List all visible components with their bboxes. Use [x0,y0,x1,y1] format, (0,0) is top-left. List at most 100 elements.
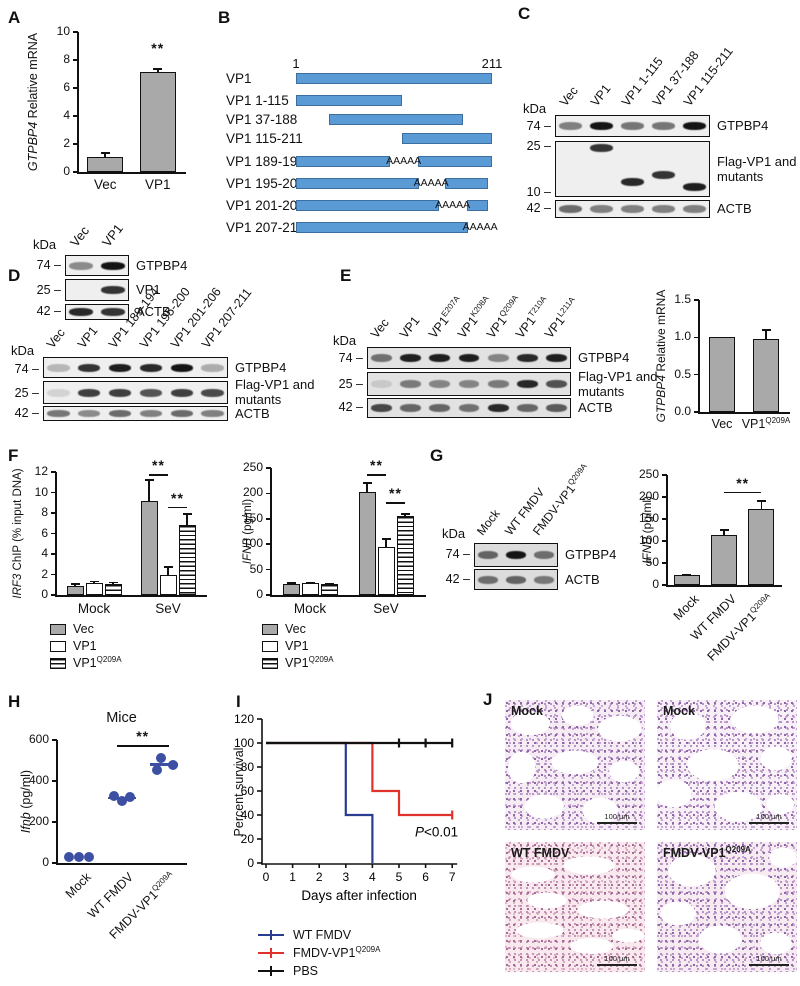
protein-band [487,404,509,412]
y-tick-label: 6 [63,80,70,94]
error-bar-cap [682,573,692,576]
y-tick-label: 1.0 [674,329,691,344]
construct-label: VP1 115-211 [226,131,303,146]
significance-line [168,506,187,509]
legend-item-0: Vec [50,622,94,636]
error-bar [765,329,767,339]
lane-label: VP1 [98,221,126,250]
mw-marker: 42 – [445,571,470,586]
y-tick [693,411,699,413]
protein-band [621,122,644,130]
protein-band [652,170,675,179]
panel-A-western-blot: kDa Vec VP1 74 – GTPBP4 25 – VP1 42 – ACTB [25,215,205,330]
bar-0-0 [282,583,300,595]
legend-label: VP1 [285,639,309,653]
protein-band [458,354,480,362]
alanine-substitution-label: AAAAA [386,155,422,167]
scale-bar: 100 μm [597,954,637,966]
lane-label: Vec [44,325,69,351]
bar-0 [673,575,700,585]
survival-svg-host: 0 20 40 60 80 100 120 0 1 2 3 4 5 6 7 Days after infect… [228,690,496,915]
bar-1-1 [159,574,177,595]
y-tick [661,518,667,520]
histology-image-fmdv-vp1-q209a: FMDV-VP1Q209A 100 μm [657,842,797,972]
y-tick [51,821,57,823]
y-tick [50,594,56,596]
legend-swatch [258,930,284,940]
protein-band [139,388,162,397]
panel-letter-G: G [430,446,444,465]
blot-target-label: Flag-VP1 and [717,153,797,169]
legend-item-2: VP1Q209A [50,655,122,670]
protein-band [201,410,224,417]
construct-label: VP1 37-188 [226,112,298,127]
y-axis-label: IRF3 ChIP (% input DNA) [12,468,24,599]
bar-0-2 [320,584,338,595]
panel-letter-H: H [8,692,21,711]
data-point [124,792,135,803]
protein-band [400,404,422,412]
group-label: Mock [77,601,111,616]
significance-stars: ** [136,728,150,745]
construct-label: VP1 201-206 [226,198,305,213]
svg-text:5: 5 [396,870,403,884]
error-bar [186,514,188,526]
protein-band [371,354,393,362]
alveoli [657,700,797,830]
y-tick-label: 12 [34,464,48,478]
lane-label: Vec [367,315,392,341]
data-point [74,852,85,863]
y-tick [50,573,56,576]
blot-row-1 [65,279,129,301]
protein-band [429,380,451,388]
panel-letter-I: I [236,692,241,711]
x-tick-label: Mock [63,870,95,902]
protein-band [170,410,193,417]
y-tick [265,543,271,545]
x-axis [55,595,208,597]
mw-marker: 10 – [526,185,551,200]
y-tick [72,31,78,33]
y-axis [270,468,272,597]
construct-bar [296,222,469,233]
protein-band [47,410,70,417]
legend-swatch [262,623,278,635]
error-bar-cap [163,566,173,568]
scale-bar: 100 μm [749,954,789,966]
construct-bar [296,95,402,106]
significance-stars: ** [370,457,383,474]
alveoli [505,700,645,830]
blot-target-label: Flag-VP1 and [235,377,315,392]
panel-G-western-blot: kDa Mock WT FMDV FMDV-VP1Q209A 74 – GTPBP4 42 … [438,462,638,603]
error-bar-cap [761,329,771,331]
error-bar-cap [70,582,80,585]
construct-bar [466,200,489,211]
mw-marker: 74 – [338,351,363,366]
blot-target-label: GTPBP4 [235,359,287,375]
protein-band [139,410,162,417]
protein-band [683,182,706,191]
legend-label: FMDV-VP1Q209A [293,944,381,960]
panel-letter-J: J [483,690,493,709]
protein-band [78,388,101,397]
y-tick [50,512,56,514]
significance-line [116,745,169,747]
legend-swatch [258,948,284,958]
protein-band [559,205,582,213]
y-tick-label: 200 [242,485,263,500]
protein-band [505,575,527,584]
y-tick [51,862,57,864]
error-bar-cap [719,529,729,531]
mw-marker: 25 – [338,377,363,392]
panel-I-survival-chart: 0 20 40 60 80 100 120 0 1 2 3 4 5 6 7 Days after infect… [228,690,496,986]
protein-band [545,380,567,388]
error-bar [104,153,107,158]
mw-marker: 42 – [338,400,363,414]
construct-label: VP1 189-194 [226,154,305,169]
error-bar-cap [153,68,163,70]
group-label: SeV [373,601,399,616]
y-tick-label: 400 [28,773,49,787]
blot-target-label: mutants [235,392,282,407]
blot-target-label: Flag-VP1 and [578,368,658,384]
